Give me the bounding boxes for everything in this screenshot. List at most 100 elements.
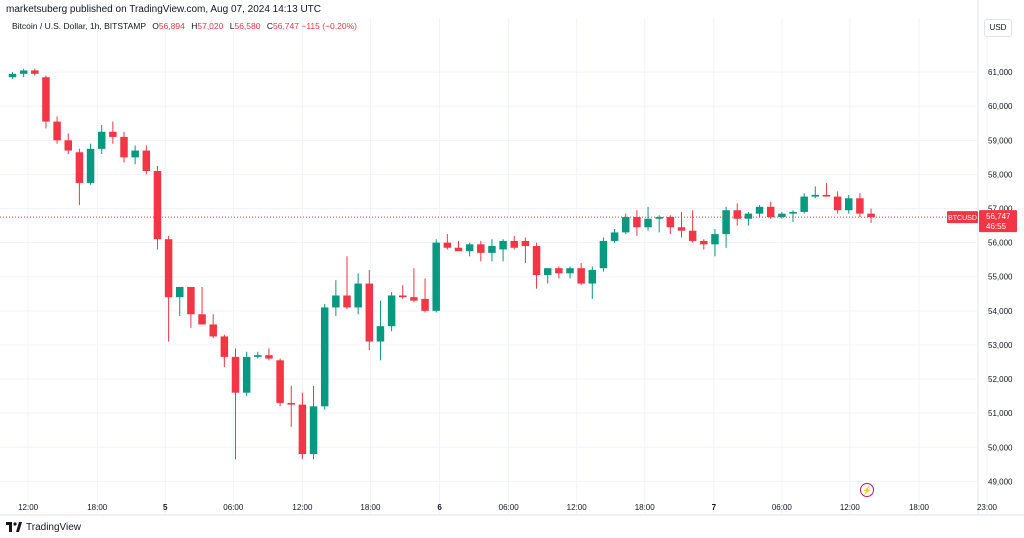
candle-body (354, 283, 362, 308)
candle-body (19, 70, 28, 74)
candle-body (555, 268, 563, 274)
candle-down (276, 358, 284, 407)
candle-body (510, 240, 518, 248)
close-label: C (266, 21, 273, 31)
candle-body (588, 269, 597, 284)
time-tick-label: 7 (712, 503, 717, 512)
candle-down (231, 348, 240, 460)
footer-brand[interactable]: TradingView (6, 520, 81, 534)
candle-body (543, 268, 552, 276)
candle-body (376, 326, 385, 342)
candle-up (332, 280, 340, 316)
candle-body (421, 298, 429, 311)
ticker-badge-text: BTCUSD (948, 215, 977, 222)
candle-body (443, 242, 452, 248)
candle-up (499, 239, 507, 262)
price-axis[interactable]: 49,000 50,000 51,000 52,000 53,000 54,000 55,0… (988, 68, 1013, 486)
candle-down (287, 385, 295, 427)
candle-up (711, 228, 719, 257)
time-tick-label: 23:00 (977, 503, 998, 512)
candle-body (811, 194, 820, 197)
low-value: 56,580 (234, 21, 261, 31)
candle-body (599, 240, 608, 269)
candle-up (622, 213, 630, 235)
currency-button[interactable]: USD (984, 19, 1012, 37)
candle-down (555, 266, 563, 279)
candle-body (109, 131, 117, 137)
time-tick-label: 06:00 (499, 503, 520, 512)
candle-up (387, 292, 396, 332)
candle-body (432, 242, 440, 311)
candle-up (86, 143, 95, 185)
time-tick-label: 12:00 (840, 503, 861, 512)
candle-down (421, 278, 429, 313)
candle-up (644, 206, 652, 231)
candle-body (265, 355, 273, 359)
candle-body (242, 356, 251, 393)
candle-body (142, 150, 151, 172)
candle-up (488, 239, 496, 262)
candle-body (198, 314, 206, 325)
price-tick-label: 59,000 (988, 136, 1013, 145)
candle-up (789, 210, 797, 223)
time-axis[interactable]: 12:00 18:00 5 06:00 12:00 18:00 6 06:00 12:00 18:… (18, 503, 997, 512)
candle-body (845, 198, 853, 211)
candle-down (733, 203, 741, 226)
candle-up (320, 304, 329, 410)
candle-down (42, 75, 50, 129)
symbol-legend: Bitcoin / U.S. Dollar, 1h, BITSTAMP O56,… (12, 21, 357, 31)
candle-body (153, 171, 162, 240)
candle-body (655, 217, 663, 219)
candle-body (822, 194, 831, 197)
candle-body (75, 152, 84, 183)
candle-body (666, 217, 675, 228)
candle-body (755, 206, 764, 214)
candle-down (164, 235, 173, 342)
candle-up (354, 273, 362, 315)
lightning-icon[interactable]: ⚡ (860, 483, 874, 497)
candle-up (599, 237, 608, 272)
candle-down (443, 234, 452, 250)
candle-down (53, 116, 61, 144)
time-tick-label: 18:00 (635, 503, 656, 512)
candle-down (856, 193, 864, 218)
candle-up (432, 239, 440, 313)
candle-body (343, 295, 351, 308)
price-badge-bg (979, 210, 1017, 233)
candle-down (399, 285, 407, 299)
symbol-description: Bitcoin / U.S. Dollar, 1h, BITSTAMP (12, 21, 146, 31)
candle-up (465, 242, 474, 257)
high-label: H (191, 21, 198, 31)
candle-body (622, 217, 630, 233)
price-tick-label: 54,000 (988, 307, 1013, 316)
candle-body (778, 213, 786, 218)
candle-body (164, 239, 173, 298)
candle-body (688, 230, 697, 241)
time-tick-label: 6 (437, 503, 442, 512)
candle-down (833, 191, 842, 214)
candle-body (410, 297, 418, 301)
candle-body (64, 140, 72, 151)
candle-body (566, 268, 574, 274)
time-tick-label: 18:00 (360, 503, 381, 512)
candle-body (465, 244, 474, 252)
candle-up (543, 268, 552, 284)
candle-down (688, 210, 697, 243)
candle-up (309, 385, 318, 460)
candle-body (800, 196, 808, 212)
candle-up (744, 211, 753, 226)
open-value: 56,894 (158, 21, 185, 31)
candle-up (242, 351, 251, 397)
candle-body (320, 307, 329, 407)
candle-down (109, 121, 117, 144)
candle-body (254, 355, 262, 357)
candle-body (298, 404, 307, 455)
candle-up (588, 266, 597, 299)
candle-body (97, 131, 106, 149)
candle-down (343, 256, 351, 310)
close-value: 56,747 (272, 21, 299, 31)
time-tick-label: 12:00 (292, 503, 313, 512)
price-tick-label: 50,000 (988, 443, 1013, 452)
price-tick-label: 56,000 (988, 239, 1013, 248)
